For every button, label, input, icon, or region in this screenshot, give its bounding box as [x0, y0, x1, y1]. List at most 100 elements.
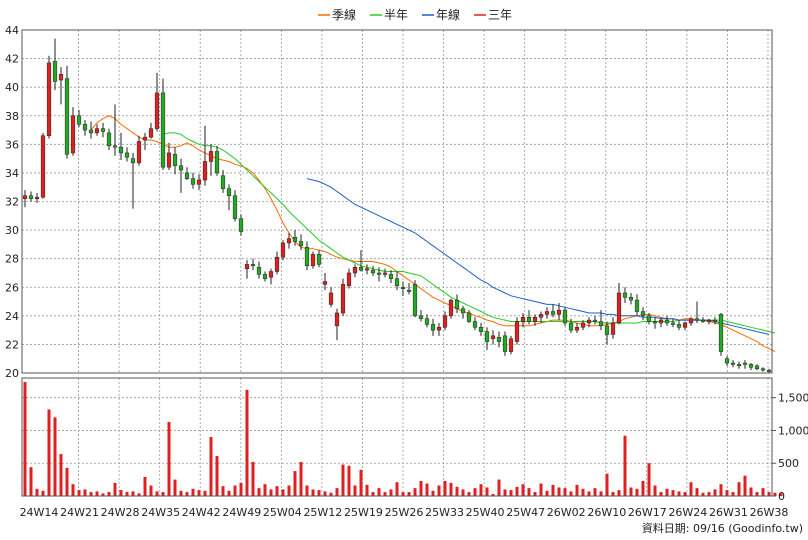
volume-bar [185, 492, 189, 496]
candle-body [328, 292, 334, 305]
volume-bar [149, 485, 153, 496]
candle-body [184, 172, 190, 179]
volume-bar [245, 389, 249, 496]
candle-body [208, 151, 214, 162]
candle-body [502, 335, 508, 352]
candle-body [478, 327, 484, 332]
volume-tick-label: 1,000 [778, 424, 808, 437]
candle-body [538, 314, 544, 318]
volume-bar [143, 476, 147, 496]
volume-bar [683, 492, 687, 496]
volume-bar [179, 490, 183, 496]
volume-bar [413, 488, 417, 496]
volume-bar [443, 480, 447, 496]
volume-bar [617, 490, 621, 496]
candle-body [322, 281, 328, 285]
legend: 季線 半年 年線 三年 [318, 7, 512, 22]
candle-body [352, 266, 358, 274]
volume-bar [23, 381, 27, 496]
volume-bar [665, 488, 669, 496]
candle-body [268, 271, 274, 278]
candle-body [634, 299, 640, 312]
volume-bar [485, 487, 489, 496]
candle-body [700, 319, 706, 322]
volume-bar [317, 490, 321, 496]
candle-body [712, 319, 718, 322]
candle-body [484, 331, 490, 342]
volume-bar [41, 490, 45, 496]
volume-bar [35, 488, 39, 496]
candle-body [430, 324, 436, 331]
volume-bar [335, 488, 339, 496]
volume-bar [59, 454, 63, 496]
volume-tick-label: 0 [778, 490, 785, 503]
volume-bar [761, 488, 765, 496]
volume-bar [737, 482, 741, 496]
candle-body [154, 92, 160, 129]
candle-body [172, 154, 178, 167]
candle-body [304, 246, 310, 267]
candle-body [580, 322, 586, 328]
volume-bar [275, 486, 279, 496]
volume-bar [191, 488, 195, 496]
volume-bar [47, 409, 51, 496]
volume-bar [545, 490, 549, 496]
volume-bar [587, 491, 591, 496]
candle-body [136, 141, 142, 164]
volume-bar [473, 488, 477, 496]
volume-bar [515, 486, 519, 496]
volume-bar [269, 489, 273, 496]
volume-bar [497, 479, 501, 496]
volume-bar [281, 489, 285, 496]
volume-bar [89, 492, 93, 496]
candle-body [610, 322, 616, 335]
candle-body [376, 272, 382, 275]
volume-bar [611, 492, 615, 496]
volume-bar [593, 488, 597, 496]
candle-body [706, 319, 712, 322]
candle-body [718, 314, 724, 352]
volume-bar [455, 486, 459, 496]
candle-body [574, 327, 580, 331]
candle-body [334, 312, 340, 327]
candle-body [280, 242, 286, 258]
candle-body [298, 241, 304, 247]
candle-body [586, 319, 592, 324]
price-panel-border [21, 29, 773, 374]
volume-bar [563, 488, 567, 496]
price-tick-label: 28 [5, 253, 19, 266]
axes: 20 22 24 26 28 30 32 34 36 38 40 42 44 24W14 24W21 24W2… [5, 24, 808, 519]
candle-body [412, 284, 418, 317]
x-tick-label: 25W26 [385, 506, 424, 519]
volume-bar [713, 489, 717, 496]
volume-bar [311, 489, 315, 496]
volume-bar [779, 493, 783, 496]
price-tick-label: 26 [5, 281, 19, 294]
legend-label: 年線 [436, 7, 460, 22]
volume-bar [359, 469, 363, 496]
candle-body [58, 74, 64, 81]
candle-body [28, 195, 34, 199]
x-tick-label: 26W17 [628, 506, 667, 519]
volume-bar [83, 489, 87, 496]
volume-bar [533, 492, 537, 496]
candle-body [592, 319, 598, 322]
volume-bar [773, 492, 777, 496]
x-tick-label: 26W02 [547, 506, 586, 519]
legend-label: 半年 [384, 8, 408, 22]
price-tick-label: 38 [5, 110, 19, 123]
x-tick-label: 26W38 [750, 506, 789, 519]
x-tick-label: 25W47 [506, 506, 545, 519]
candle-body [562, 309, 568, 324]
volume-bar [551, 484, 555, 496]
candle-body [190, 178, 196, 185]
volume-bar [71, 484, 75, 496]
volume-bar [365, 484, 369, 496]
candle-body [394, 278, 400, 287]
volume-bar [629, 487, 633, 496]
volume-bar [377, 488, 381, 496]
candle-body [292, 236, 298, 242]
volume-bar [161, 492, 165, 496]
